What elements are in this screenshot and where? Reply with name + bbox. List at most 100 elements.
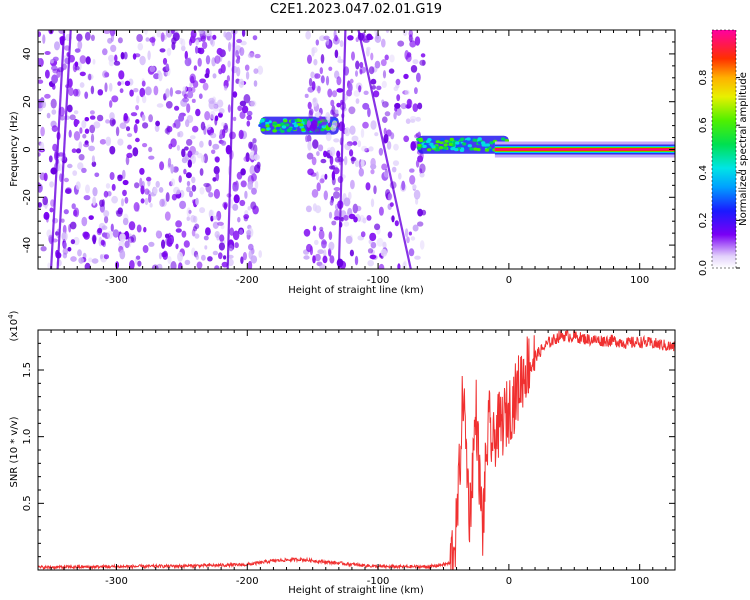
noise-blob — [125, 81, 130, 86]
noise-blob — [333, 138, 339, 142]
noise-blob — [213, 73, 217, 78]
noise-blob — [134, 202, 140, 212]
noise-blob — [409, 175, 415, 185]
noise-blob — [166, 101, 173, 109]
colorbar-tick-label: 0.2 — [698, 212, 709, 228]
signal-blob — [427, 148, 431, 151]
signal-blob — [301, 128, 305, 131]
noise-blob — [359, 62, 363, 68]
noise-blob — [146, 37, 150, 42]
noise-blob — [63, 248, 69, 255]
noise-blob — [75, 66, 80, 71]
noise-blob — [241, 180, 247, 187]
noise-blob — [85, 184, 90, 193]
noise-blob — [74, 119, 79, 124]
noise-blob — [121, 198, 124, 206]
noise-blob — [227, 61, 230, 68]
noise-blob — [90, 110, 95, 114]
colorbar: 0.00.20.40.60.8 Normalized spectral ampl… — [698, 30, 749, 276]
noise-blob — [229, 244, 234, 251]
noise-blob — [313, 226, 316, 232]
colorbar-tick-label: 0.4 — [698, 165, 709, 181]
noise-blob — [81, 120, 86, 128]
noise-blob — [239, 130, 244, 139]
noise-blob — [81, 168, 87, 173]
noise-blob — [246, 115, 252, 120]
noise-blob — [127, 145, 132, 150]
y-tick-label: -20 — [22, 189, 33, 205]
signal-blob — [261, 128, 265, 131]
noise-blob — [253, 35, 258, 40]
noise-blob — [232, 204, 238, 211]
noise-blob — [177, 145, 180, 151]
noise-blob — [367, 107, 371, 117]
noise-blob — [195, 46, 198, 54]
noise-blob — [110, 45, 116, 52]
noise-blob — [307, 141, 311, 151]
noise-blob — [316, 151, 320, 156]
noise-blob — [192, 126, 198, 133]
noise-blob — [171, 178, 175, 186]
noise-blob — [93, 121, 100, 128]
noise-blob — [214, 265, 219, 271]
noise-blob — [165, 211, 171, 220]
noise-blob — [316, 171, 319, 180]
noise-blob — [252, 205, 259, 214]
noise-blob — [221, 64, 226, 73]
noise-blob — [70, 114, 76, 120]
noise-blob — [110, 172, 115, 180]
x-tick-label: 100 — [630, 275, 649, 286]
y-tick-label: -40 — [22, 237, 33, 253]
noise-blob — [67, 164, 73, 168]
noise-blob — [85, 117, 90, 121]
signal-blob — [443, 147, 447, 150]
signal-blob — [265, 124, 269, 127]
noise-blob — [122, 190, 127, 196]
noise-blob — [355, 61, 359, 70]
noise-blob — [417, 209, 423, 217]
noise-blob — [370, 120, 376, 130]
noise-blob — [186, 103, 190, 113]
noise-blob — [179, 175, 182, 183]
noise-blob — [131, 112, 137, 116]
noise-blob — [148, 156, 154, 160]
signal-blob — [481, 141, 485, 144]
noise-blob — [97, 228, 102, 234]
snr-x-axis-label: Height of straight line (km) — [288, 585, 424, 596]
noise-blob — [51, 74, 58, 83]
noise-blob — [137, 225, 142, 233]
noise-blob — [175, 244, 178, 250]
signal-blob — [273, 122, 277, 125]
noise-blob — [115, 261, 119, 268]
noise-blob — [148, 114, 153, 122]
noise-blob — [157, 31, 162, 38]
noise-blob — [147, 50, 150, 60]
noise-blob — [411, 65, 417, 73]
noise-blob — [353, 217, 358, 223]
noise-blob — [239, 79, 245, 88]
noise-blob — [44, 173, 48, 181]
colorbar-tick-label: 0.8 — [698, 70, 709, 86]
diagonal-track — [339, 30, 346, 269]
noise-blob — [109, 100, 112, 108]
noise-blob — [182, 231, 187, 238]
noise-blob — [391, 215, 394, 222]
noise-blob — [166, 192, 170, 202]
noise-blob — [382, 81, 387, 88]
y-tick-label: 20 — [22, 95, 33, 108]
noise-blob — [311, 47, 314, 56]
noise-blob — [390, 202, 394, 207]
noise-blob — [152, 265, 159, 273]
noise-blob — [379, 148, 383, 156]
spectrogram-plot-area — [35, 26, 675, 272]
noise-blob — [246, 71, 249, 79]
noise-blob — [72, 203, 76, 209]
signal-blob — [466, 137, 470, 140]
noise-blob — [362, 122, 369, 129]
noise-blob — [397, 41, 404, 47]
noise-blob — [405, 228, 408, 237]
noise-blob — [72, 148, 77, 153]
noise-blob — [187, 181, 190, 186]
noise-blob — [381, 164, 387, 171]
noise-blob — [77, 249, 82, 256]
